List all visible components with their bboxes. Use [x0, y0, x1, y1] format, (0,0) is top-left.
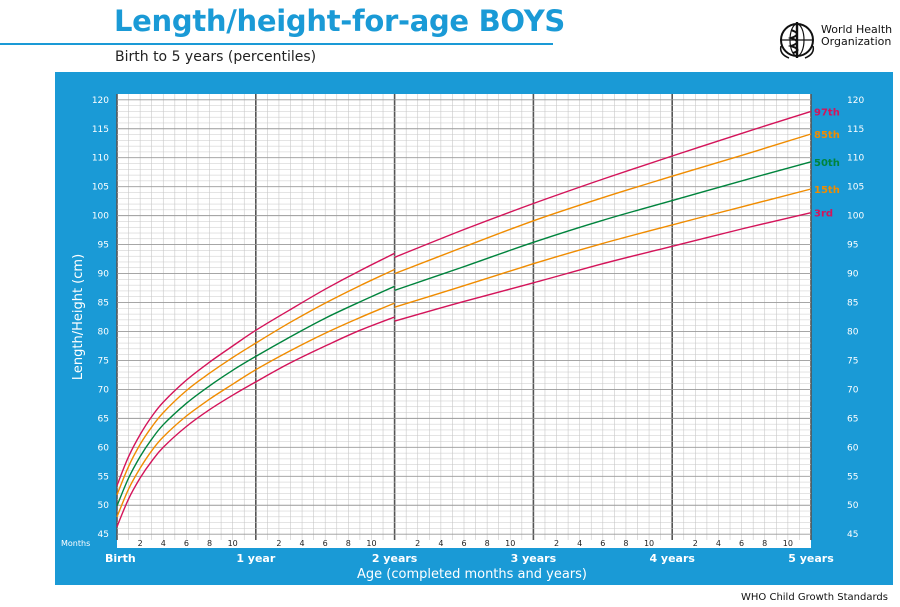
y-tick-label-left: 80	[98, 327, 110, 337]
y-tick-label-right: 100	[847, 212, 864, 222]
y-tick-label-left: 110	[92, 154, 109, 164]
month-tick-label: 8	[623, 539, 628, 548]
y-tick-label-right: 70	[847, 385, 859, 395]
month-tick-label: 4	[577, 539, 582, 548]
month-tick-label: 2	[693, 539, 698, 548]
org-name-line1: World Health	[821, 23, 893, 36]
y-tick-label-right: 85	[847, 299, 858, 309]
month-tick-label: 10	[783, 539, 793, 548]
year-label: 2 years	[372, 552, 418, 565]
grid	[116, 94, 812, 540]
month-tick-label: 8	[346, 539, 351, 548]
y-tick-label-right: 60	[847, 443, 859, 453]
month-tick-label: 2	[138, 539, 143, 548]
series-label-97th: 97th	[814, 107, 840, 118]
month-tick-label: 10	[366, 539, 376, 548]
x-axis-title: Age (completed months and years)	[357, 567, 587, 582]
chart-subtitle: Birth to 5 years (percentiles)	[115, 49, 317, 65]
y-tick-label-left: 90	[98, 270, 110, 280]
month-tick-label: 6	[461, 539, 466, 548]
months-label: Months	[61, 539, 90, 548]
who-logo: World Health Organization	[777, 20, 897, 60]
series-label-50th: 50th	[814, 158, 840, 169]
month-tick-label: 8	[207, 539, 212, 548]
org-name-line2: Organization	[821, 35, 892, 48]
year-label: 4 years	[649, 552, 695, 565]
curve-3rd-length	[116, 316, 395, 527]
month-tick-label: 10	[505, 539, 515, 548]
who-emblem-icon	[779, 22, 815, 59]
year-label: 5 years	[788, 552, 834, 565]
y-tick-label-left: 95	[98, 241, 109, 251]
curve-97th-height	[394, 110, 812, 258]
months-band	[117, 540, 811, 548]
month-tick-label: 4	[438, 539, 443, 548]
year-label: 1 year	[236, 552, 276, 565]
y-tick-label-left: 45	[98, 530, 109, 540]
y-tick-label-left: 70	[98, 385, 110, 395]
month-tick-label: 4	[716, 539, 721, 548]
y-tick-label-right: 110	[847, 154, 864, 164]
year-label: Birth	[105, 552, 136, 565]
month-tick-label: 10	[644, 539, 654, 548]
y-tick-label-left: 50	[98, 501, 110, 511]
y-tick-label-right: 80	[847, 327, 859, 337]
y-tick-label-left: 60	[98, 443, 110, 453]
month-tick-label: 4	[161, 539, 166, 548]
y-tick-label-left: 105	[92, 183, 109, 193]
month-tick-label: 2	[276, 539, 281, 548]
y-tick-label-right: 65	[847, 414, 858, 424]
chart-title: Length/height-for-age BOYS	[114, 4, 565, 38]
month-tick-label: 2	[415, 539, 420, 548]
curve-85th-length	[116, 268, 395, 496]
y-tick-label-right: 50	[847, 501, 859, 511]
y-tick-label-left: 75	[98, 356, 109, 366]
y-tick-label-right: 115	[847, 125, 864, 135]
y-tick-label-left: 85	[98, 299, 109, 309]
percentile-curves	[116, 110, 812, 527]
month-tick-label: 2	[554, 539, 559, 548]
y-tick-label-right: 45	[847, 530, 858, 540]
series-label-3rd: 3rd	[814, 209, 833, 220]
y-tick-label-left: 100	[92, 212, 109, 222]
y-tick-label-right: 120	[847, 96, 864, 106]
curve-15th-length	[116, 302, 395, 518]
y-tick-label-right: 95	[847, 241, 858, 251]
curve-50th-length	[116, 285, 395, 507]
series-label-15th: 15th	[814, 185, 840, 196]
y-tick-label-right: 105	[847, 183, 864, 193]
source-note: WHO Child Growth Standards	[741, 592, 888, 603]
month-tick-label: 8	[485, 539, 490, 548]
month-tick-label: 6	[600, 539, 605, 548]
y-tick-label-right: 75	[847, 356, 858, 366]
month-tick-label: 6	[184, 539, 189, 548]
y-tick-label-left: 55	[98, 472, 109, 482]
y-tick-label-right: 55	[847, 472, 858, 482]
curve-15th-height	[394, 188, 812, 308]
curve-85th-height	[394, 133, 812, 275]
month-tick-label: 6	[323, 539, 328, 548]
curve-3rd-height	[394, 212, 812, 322]
curve-97th-length	[116, 252, 395, 486]
curve-50th-height	[394, 161, 812, 292]
month-tick-label: 4	[300, 539, 305, 548]
month-tick-label: 6	[739, 539, 744, 548]
year-label: 3 years	[511, 552, 557, 565]
title-divider	[0, 43, 553, 45]
y-tick-label-right: 90	[847, 270, 859, 280]
series-label-85th: 85th	[814, 130, 840, 141]
month-tick-label: 10	[228, 539, 238, 548]
y-tick-label-left: 120	[92, 96, 109, 106]
y-tick-label-left: 65	[98, 414, 109, 424]
y-tick-label-left: 115	[92, 125, 109, 135]
y-axis-title: Length/Height (cm)	[71, 254, 86, 380]
month-tick-label: 8	[762, 539, 767, 548]
